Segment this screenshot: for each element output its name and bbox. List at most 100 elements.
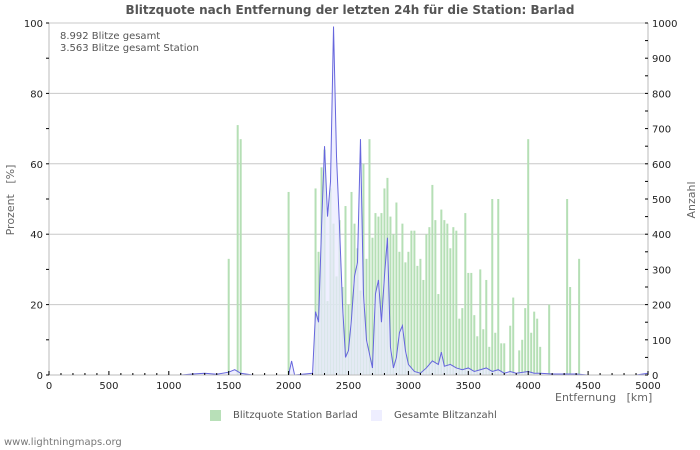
bar: [314, 188, 317, 375]
bar: [344, 206, 347, 375]
bar: [239, 139, 242, 375]
y-axis-label: Prozent [%]: [4, 165, 17, 236]
x-axis-label: Entfernung [km]: [555, 391, 652, 404]
svg-text:1500: 1500: [216, 381, 241, 392]
bar: [458, 318, 461, 375]
legend-label: Blitzquote Station Barlad: [233, 410, 358, 421]
bar: [503, 343, 506, 375]
bar: [566, 199, 569, 375]
bar: [536, 318, 539, 375]
bar: [479, 269, 482, 375]
bar: [533, 311, 536, 375]
y2-axis-label: Anzahl: [685, 181, 698, 218]
svg-text:4500: 4500: [575, 381, 600, 392]
bar: [416, 265, 419, 375]
svg-text:500: 500: [652, 195, 671, 206]
bar: [368, 139, 371, 375]
svg-text:0: 0: [652, 371, 658, 382]
svg-text:4000: 4000: [515, 381, 540, 392]
bar: [509, 325, 512, 375]
svg-text:100: 100: [652, 336, 671, 347]
bar: [443, 220, 446, 375]
grid-lines: [49, 22, 648, 306]
bar: [407, 251, 410, 375]
bar: [569, 287, 572, 375]
svg-text:1000: 1000: [156, 381, 181, 392]
bar: [404, 262, 407, 375]
bar: [470, 272, 473, 375]
bar: [422, 279, 425, 375]
bar: [371, 237, 374, 375]
bar: [524, 308, 527, 375]
svg-text:3000: 3000: [396, 381, 421, 392]
svg-text:900: 900: [652, 54, 671, 65]
svg-text:1000: 1000: [652, 19, 677, 30]
bar: [497, 199, 500, 375]
legend-label: Gesamte Blitzanzahl: [394, 410, 497, 421]
axes: 0 500 1000 1500 2000 2500 3000 3500 4000 4500 5000…: [24, 19, 678, 392]
svg-text:80: 80: [30, 89, 43, 100]
bar: [347, 304, 350, 375]
svg-text:2500: 2500: [336, 381, 361, 392]
info-total-strikes: 8.992 Blitze gesamt: [60, 31, 160, 42]
bar: [395, 202, 398, 375]
bar: [389, 216, 392, 375]
footer-credit: www.lightningmaps.org: [4, 437, 122, 448]
bar: [494, 332, 497, 375]
bar: [440, 209, 443, 375]
bar: [500, 343, 503, 375]
bar: [578, 258, 581, 375]
bar: [425, 234, 428, 375]
bar: [473, 315, 476, 375]
bar: [461, 308, 464, 375]
svg-text:0: 0: [37, 371, 43, 382]
svg-text:5000: 5000: [635, 381, 660, 392]
bar: [488, 346, 491, 375]
bar: [455, 230, 458, 375]
bar: [449, 248, 452, 375]
info-station-strikes: 3.563 Blitze gesamt Station: [60, 43, 199, 54]
bar: [446, 223, 449, 375]
bar: [419, 258, 422, 375]
bar: [413, 230, 416, 375]
svg-text:500: 500: [99, 381, 118, 392]
svg-text:60: 60: [30, 160, 43, 171]
bar: [482, 329, 485, 375]
bar: [350, 191, 353, 375]
svg-text:100: 100: [24, 19, 43, 30]
bar: [227, 258, 230, 375]
bar: [485, 279, 488, 375]
svg-text:400: 400: [652, 230, 671, 241]
bar: [434, 220, 437, 375]
bar: [467, 272, 470, 375]
svg-text:20: 20: [30, 301, 43, 312]
bar: [236, 125, 239, 375]
bar: [431, 184, 434, 375]
bar: [365, 258, 368, 375]
bar: [518, 350, 521, 375]
bar: [539, 346, 542, 375]
bar: [530, 332, 533, 375]
bar: [512, 297, 515, 375]
svg-text:300: 300: [652, 265, 671, 276]
svg-text:600: 600: [652, 160, 671, 171]
svg-text:200: 200: [652, 301, 671, 312]
legend-swatch-lavender: [371, 410, 382, 421]
bar: [437, 294, 440, 375]
legend-item-blitzquote: Blitzquote Station Barlad: [210, 410, 358, 421]
svg-text:3500: 3500: [456, 381, 481, 392]
bar: [428, 227, 431, 375]
bar: [452, 227, 455, 375]
bar: [380, 213, 383, 375]
legend-swatch-green: [210, 410, 221, 421]
bar: [521, 339, 524, 375]
svg-text:800: 800: [652, 89, 671, 100]
bar: [491, 199, 494, 375]
legend-item-blitzanzahl: Gesamte Blitzanzahl: [371, 410, 497, 421]
svg-text:700: 700: [652, 125, 671, 136]
bar: [410, 230, 413, 375]
bar: [392, 234, 395, 375]
bar: [476, 336, 479, 375]
svg-text:2000: 2000: [276, 381, 301, 392]
